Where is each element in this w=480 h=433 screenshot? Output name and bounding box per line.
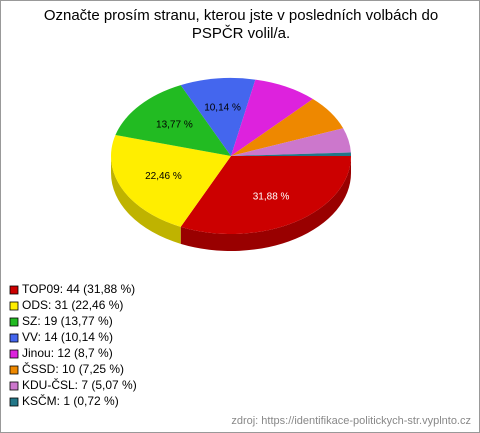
legend-label: SZ: 19 (13,77 %) [22, 314, 113, 328]
legend-swatch [9, 349, 19, 359]
legend-swatch [9, 381, 19, 391]
legend-label: KSČM: 1 (0,72 %) [22, 393, 119, 408]
legend-swatch [9, 285, 19, 295]
slice [110, 134, 231, 227]
slice [231, 152, 351, 156]
legend-label: Jinou: 12 (8,7 %) [22, 346, 113, 360]
slice-label: 22,46 % [145, 171, 182, 182]
slice-label: 13,77 % [156, 119, 193, 130]
chart-title: Označte prosím stranu, kterou jste v pos… [43, 7, 439, 42]
legend-swatch [9, 301, 19, 311]
source: zdroj: https://identifikace-politickych-… [231, 415, 471, 427]
legend-label: ČSSD: 10 (7,25 %) [22, 361, 124, 376]
slice [180, 156, 351, 234]
slice-label: 31,88 % [253, 191, 290, 202]
slice [231, 99, 344, 156]
slice [231, 128, 351, 156]
legend-swatch [9, 317, 19, 327]
legend-label: ODS: 31 (22,46 %) [22, 298, 123, 312]
legend-label: KDU-ČSL: 7 (5,07 %) [22, 377, 137, 392]
slice [180, 78, 256, 156]
legend-swatch [9, 397, 19, 407]
legend-label: TOP09: 44 (31,88 %) [22, 282, 135, 296]
legend-label: VV: 14 (10,14 %) [22, 330, 113, 344]
slice-side [180, 156, 351, 251]
slice-side [110, 156, 181, 244]
slice-label: 10,14 % [204, 103, 241, 114]
legend-swatch [9, 365, 19, 375]
slice [115, 85, 231, 156]
slice [231, 79, 313, 156]
legend-swatch [9, 333, 19, 343]
